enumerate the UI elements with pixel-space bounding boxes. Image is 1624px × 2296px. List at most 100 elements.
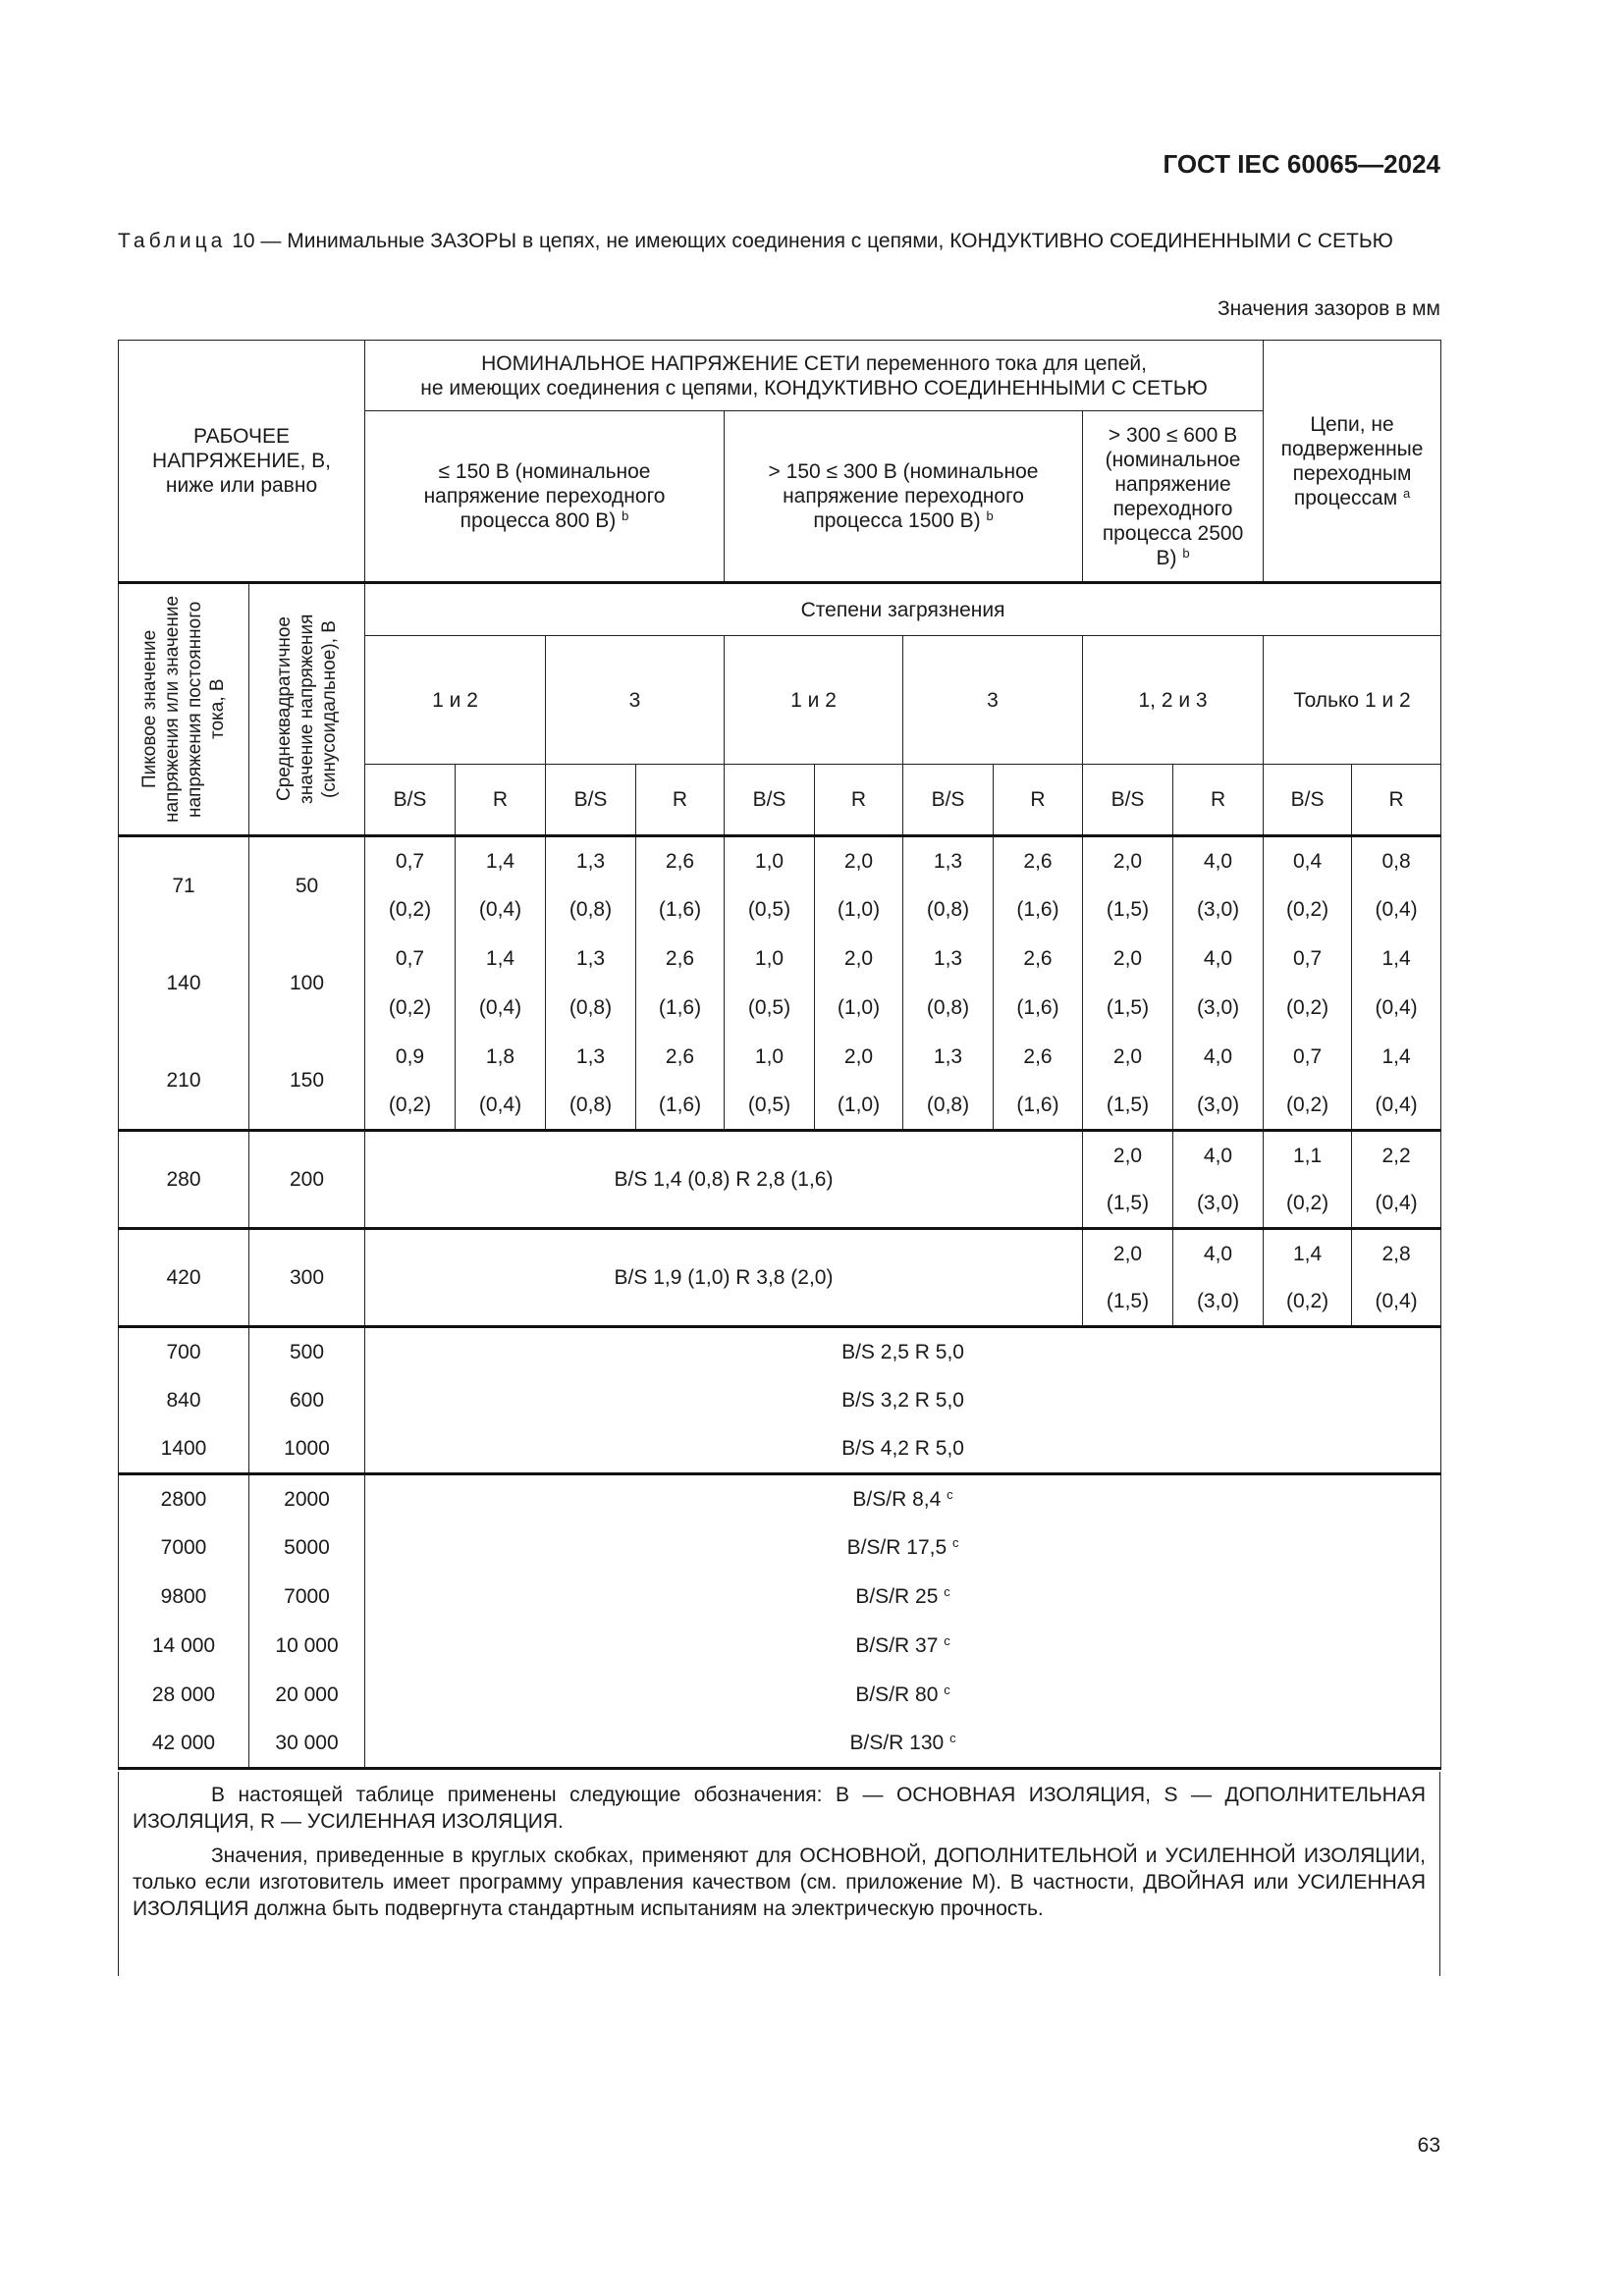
rms-voltage-cell: 20 000: [247, 1670, 366, 1720]
peak-voltage-cell: 14 000: [118, 1621, 249, 1671]
clearance-paren-value: (0,4): [455, 983, 547, 1033]
clearance-value: 1,4: [455, 834, 547, 885]
r-column-header: R: [455, 764, 547, 837]
clearance-value: 2,6: [635, 934, 726, 984]
working-voltage-header: РАБОЧЕЕ НАПРЯЖЕНИЕ, В, ниже или равно: [117, 340, 366, 584]
bs-column-header: B/S: [545, 764, 637, 837]
table-row: 1400 1000 B/S 4,2 R 5,0: [118, 1424, 1442, 1475]
clearance-paren-value: (1,5): [1082, 1179, 1174, 1230]
clearance-paren-value: (1,6): [993, 884, 1084, 934]
nominal-voltage-header: НОМИНАЛЬНОЕ НАПРЯЖЕНИЕ СЕТИ переменного …: [364, 340, 1265, 411]
table-row: (1,5) (3,0) (0,2) (0,4): [119, 1179, 1442, 1230]
clearance-paren-value: (3,0): [1172, 983, 1265, 1033]
clearance-value: 2,0: [814, 834, 904, 885]
footnote-c: c: [947, 1486, 953, 1502]
clearance-value: 1,3: [545, 834, 637, 885]
units-note: Значения зазоров в мм: [1217, 297, 1440, 320]
clearance-paren-value: (3,0): [1172, 1277, 1265, 1328]
clearance-value: 1,3: [902, 834, 995, 885]
clearance-paren-value: (0,5): [724, 884, 816, 934]
clearance-paren-value: (0,5): [724, 983, 816, 1033]
clearance-value: 2,0: [1082, 834, 1174, 885]
peak-voltage-cell: 700: [118, 1326, 249, 1376]
table-row: 210 150 0,9 1,8 1,3 2,6 1,0 2,0 1,3 2,6 2,0 4,0 0,7 1…: [118, 1032, 1442, 1132]
footnote-b: b: [986, 508, 994, 523]
table-row: 420 300 B/S 1,9 (1,0) R 3,8 (2,0) 2,0 4,0 1,4…: [118, 1228, 1442, 1328]
merged-clearance-cell: B/S 1,4 (0,8) R 2,8 (1,6): [364, 1130, 1084, 1230]
merged-clearance-cell: B/S 4,2 R 5,0: [364, 1424, 1442, 1475]
table-row: 840 600 B/S 3,2 R 5,0: [118, 1375, 1442, 1425]
clearance-value: 2,0: [814, 934, 904, 984]
clearance-paren-value: (1,0): [814, 983, 904, 1033]
merged-clearance-text: B/S/R 130: [849, 1732, 945, 1755]
clearance-paren-value: (1,5): [1082, 983, 1174, 1033]
rms-voltage-label: Среднеквадратичное значение напряжения (…: [274, 614, 340, 805]
merged-clearance-text: B/S/R 17,5: [846, 1536, 947, 1559]
r-column-header: R: [1351, 764, 1442, 837]
footnote-c: c: [951, 1535, 959, 1550]
note-paragraph: Значения, приведенные в круглых скобках,…: [133, 1844, 1426, 1920]
footnote-c: c: [944, 1633, 950, 1648]
range-text: > 300 ≤ 600 В (номинальное напряжение пе…: [1102, 423, 1244, 569]
clearance-paren-value: (0,8): [545, 983, 637, 1033]
pollution-degree-cell: 1, 2 и 3: [1082, 635, 1265, 765]
table-row: 2800 2000 B/S/R 8,4 c: [118, 1473, 1442, 1523]
clearance-value: 1,3: [545, 1032, 637, 1082]
clearance-paren-value: (0,4): [1351, 884, 1442, 934]
pollution-degree-cell: 3: [902, 635, 1084, 765]
table-row: 28 000 20 000 B/S/R 80 c: [118, 1670, 1442, 1720]
clearances-table: РАБОЧЕЕ НАПРЯЖЕНИЕ, В, ниже или равно НО…: [117, 340, 1442, 1770]
footnote-c: c: [944, 1682, 950, 1697]
clearance-paren-value: (0,2): [364, 983, 457, 1033]
clearance-paren-value: (0,4): [1351, 983, 1442, 1033]
bs-column-header: B/S: [364, 764, 457, 837]
clearance-paren-value: (0,8): [545, 884, 637, 934]
clearance-value: 2,6: [635, 1032, 726, 1082]
rms-voltage-header: Среднеквадратичное значение напряжения (…: [247, 582, 366, 837]
rms-voltage-cell: 300: [247, 1228, 366, 1328]
peak-voltage-cell: 2800: [118, 1473, 249, 1523]
table-row: (0,2) (0,4) (0,8) (1,6) (0,5) (1,0) (0,8) (1,6)…: [119, 884, 1442, 934]
merged-clearance-text: B/S/R 8,4: [852, 1487, 942, 1511]
rms-voltage-cell: 30 000: [247, 1719, 366, 1770]
rms-voltage-cell: 1000: [247, 1424, 366, 1475]
peak-voltage-cell: 42 000: [118, 1719, 249, 1770]
clearance-value: 2,0: [1082, 1130, 1174, 1180]
clearance-paren-value: (0,2): [364, 884, 457, 934]
peak-voltage-cell: 140: [118, 934, 249, 1033]
rms-voltage-cell: 10 000: [247, 1621, 366, 1671]
clearance-paren-value: (0,2): [1263, 1277, 1353, 1328]
clearance-value: 2,0: [1082, 1228, 1174, 1278]
clearance-value: 4,0: [1172, 1228, 1265, 1278]
peak-voltage-cell: 1400: [118, 1424, 249, 1475]
peak-voltage-cell: 280: [118, 1130, 249, 1230]
merged-clearance-cell: B/S/R 37 c: [364, 1621, 1442, 1671]
table-row: 42 000 30 000 B/S/R 130 c: [118, 1719, 1442, 1770]
caption-text: 10 — Минимальные ЗАЗОРЫ в цепях, не имею…: [232, 230, 1393, 252]
clearance-paren-value: (0,8): [545, 1081, 637, 1132]
merged-clearance-cell: B/S/R 130 c: [364, 1719, 1442, 1770]
clearance-value: 1,4: [1263, 1228, 1353, 1278]
clearance-paren-value: (0,4): [455, 1081, 547, 1132]
clearance-paren-value: (1,6): [993, 1081, 1084, 1132]
clearance-value: 1,4: [455, 934, 547, 984]
pollution-degree-cell: 1 и 2: [724, 635, 904, 765]
merged-clearance-cell: B/S/R 80 c: [364, 1670, 1442, 1720]
not-subject-text: Цепи, не подверженные переходным процесс…: [1280, 412, 1424, 509]
clearance-value: 0,4: [1263, 834, 1353, 885]
r-column-header: R: [993, 764, 1084, 837]
pollution-degree-cell: 1 и 2: [364, 635, 547, 765]
clearance-value: 2,6: [993, 934, 1084, 984]
table-row: (1,5) (3,0) (0,2) (0,4): [119, 1277, 1442, 1328]
merged-clearance-cell: B/S/R 17,5 c: [364, 1522, 1442, 1573]
merged-clearance-text: B/S 4,2 R 5,0: [841, 1437, 964, 1461]
page-number: 63: [1417, 2134, 1440, 2157]
peak-voltage-cell: 28 000: [118, 1670, 249, 1720]
nominal-line-2: не имеющих соединения с цепями, КОНДУКТИ…: [420, 376, 1208, 400]
clearance-paren-value: (1,0): [814, 884, 904, 934]
peak-voltage-cell: 210: [118, 1032, 249, 1132]
table-row: 9800 7000 B/S/R 25 c: [118, 1572, 1442, 1622]
clearance-value: 1,3: [902, 934, 995, 984]
merged-clearance-cell: B/S 2,5 R 5,0: [364, 1326, 1442, 1376]
clearance-paren-value: (1,6): [993, 983, 1084, 1033]
